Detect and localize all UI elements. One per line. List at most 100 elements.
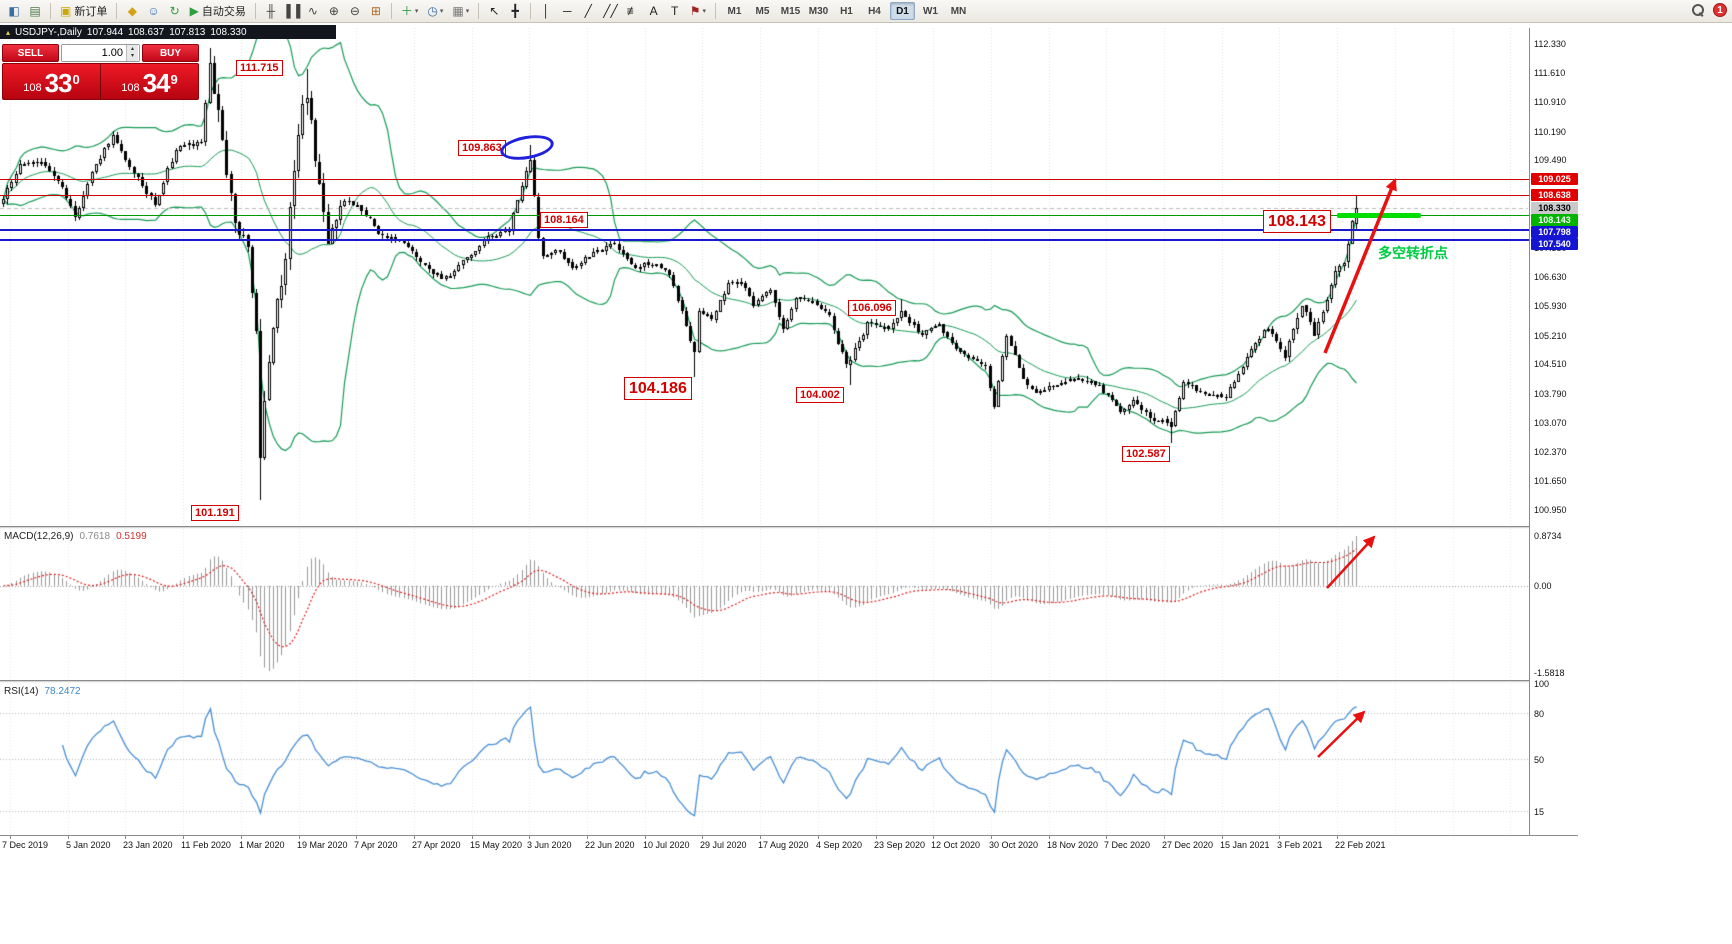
search-icon[interactable] <box>1692 3 1705 17</box>
hat-icon[interactable]: ◆ <box>122 2 142 21</box>
arrows-tool-icon-glyph: ⚑ <box>689 4 701 18</box>
timeframe-button-h4[interactable]: H4 <box>868 5 881 17</box>
rsi-panel-canvas[interactable] <box>0 683 1529 834</box>
toolbar-separator <box>530 3 532 19</box>
cursor-icon[interactable]: ↖ <box>484 2 504 21</box>
indicators-icon[interactable]: ＋ ▾ <box>397 2 423 21</box>
price-axis-label: 112.330 <box>1534 39 1566 49</box>
profiles-icon[interactable]: ▤ <box>25 2 45 21</box>
sell-price-display[interactable]: 108 33 0 <box>3 64 100 99</box>
macd-axis-max: 0.8734 <box>1534 531 1562 541</box>
fibonacci-icon[interactable]: ≢ <box>623 2 643 21</box>
date-axis-tick <box>991 835 992 839</box>
notification-badge[interactable]: 1 <box>1713 3 1727 17</box>
volume-field: ▴ ▾ <box>61 44 140 62</box>
price-callout-102-587[interactable]: 102.587 <box>1122 446 1170 462</box>
ask-big-digits: 34 <box>142 68 171 98</box>
zoom-out-icon[interactable]: ⊖ <box>345 2 365 21</box>
price-callout-108-164[interactable]: 108.164 <box>540 212 588 228</box>
new-order-button-label: 新订单 <box>74 6 108 18</box>
timeframe-button-m5[interactable]: M5 <box>755 5 770 17</box>
label-icon[interactable]: T <box>665 2 685 21</box>
price-callout-101-191[interactable]: 101.191 <box>191 505 239 521</box>
macd-axis-min: -1.5818 <box>1534 668 1565 678</box>
volume-input[interactable] <box>62 45 139 61</box>
price-tag-108-638: 108.638 <box>1531 189 1578 201</box>
date-axis-tick <box>1337 835 1338 839</box>
zoom-in-icon[interactable]: ⊕ <box>324 2 344 21</box>
bid-prefix: 108 <box>23 82 42 94</box>
panel-separator[interactable] <box>0 526 1529 529</box>
rsi-axis-level-80: 80 <box>1534 709 1545 719</box>
date-axis-tick <box>414 835 415 839</box>
timeframe-button-mn[interactable]: MN <box>950 5 967 17</box>
timeframe-button-w1[interactable]: W1 <box>922 5 938 17</box>
new-chart-icon-glyph: ◧ <box>8 4 20 18</box>
arrows-tool-icon[interactable]: ⚑ ▾ <box>686 2 710 21</box>
macd-panel-canvas[interactable] <box>0 529 1529 680</box>
templates-icon[interactable]: ▦ ▾ <box>448 2 473 21</box>
bar-chart-type-icon[interactable]: ╫ <box>261 2 281 21</box>
panel-separator[interactable] <box>0 680 1529 683</box>
templates-icon-dropdown[interactable]: ▾ <box>465 8 470 15</box>
indicators-icon-dropdown[interactable]: ▾ <box>414 8 419 15</box>
price-axis-label: 103.070 <box>1534 418 1567 429</box>
timeframe-button-m15[interactable]: M15 <box>780 5 801 17</box>
volume-increase-button[interactable]: ▴ <box>130 46 134 52</box>
trendline-icon[interactable]: ╱ <box>578 2 598 21</box>
volume-decrease-button[interactable]: ▾ <box>130 53 134 59</box>
candlestick-type-icon-glyph: ▌▐ <box>286 4 300 18</box>
periods-icon-dropdown[interactable]: ▾ <box>439 8 444 15</box>
ohlc-low-value: 107.813 <box>169 26 206 38</box>
horizontal-level-line[interactable] <box>0 229 1529 231</box>
macd-axis-zero: 0.00 <box>1534 581 1552 591</box>
price-axis-border <box>1529 28 1530 835</box>
price-callout-104-002[interactable]: 104.002 <box>796 387 844 403</box>
date-axis-tick <box>183 835 184 839</box>
buy-price-display[interactable]: 108 34 9 <box>101 64 198 99</box>
buy-button[interactable]: BUY <box>142 44 199 62</box>
price-tag-109-025: 109.025 <box>1531 173 1578 185</box>
horizontal-line-icon[interactable]: ─ <box>557 2 577 21</box>
date-axis-tick <box>241 835 242 839</box>
candlestick-type-icon[interactable]: ▌▐ <box>282 2 302 21</box>
fibonacci-icon-glyph: ≢ <box>626 4 639 18</box>
price-axis-label: 110.910 <box>1534 97 1566 108</box>
horizontal-level-line[interactable] <box>0 195 1529 196</box>
refresh-icon[interactable]: ↻ <box>165 2 185 21</box>
periods-icon[interactable]: ◷ ▾ <box>423 2 447 21</box>
timeframe-button-h1[interactable]: H1 <box>840 5 853 17</box>
date-axis-label: 29 Jul 2020 <box>700 840 747 850</box>
vertical-line-icon-glyph: │ <box>542 4 550 18</box>
text-icon[interactable]: A <box>644 2 664 21</box>
price-callout-108-143[interactable]: 108.143 <box>1263 210 1331 233</box>
price-axis-label: 105.930 <box>1534 301 1567 312</box>
sell-button[interactable]: SELL <box>2 44 59 62</box>
timeframe-button-m1[interactable]: M1 <box>727 5 742 17</box>
horizontal-level-line[interactable] <box>0 179 1529 180</box>
horizontal-level-line[interactable] <box>0 215 1529 216</box>
new-order-button[interactable]: ▣ 新订单 <box>56 2 111 21</box>
horizontal-level-line[interactable] <box>0 239 1529 241</box>
vertical-line-icon[interactable]: │ <box>536 2 556 21</box>
turning-point-note[interactable]: 多空转折点 <box>1378 245 1448 261</box>
timeframe-button-d1[interactable]: D1 <box>889 2 915 20</box>
main-chart-canvas[interactable] <box>0 28 1529 526</box>
arrows-tool-icon-dropdown[interactable]: ▾ <box>702 8 706 15</box>
auto-trading-button[interactable]: ▶ 自动交易 <box>186 2 250 21</box>
bid-big-digits: 33 <box>44 68 73 98</box>
tile-windows-icon[interactable]: ⊞ <box>366 2 386 21</box>
price-callout-106-096[interactable]: 106.096 <box>848 300 896 316</box>
price-callout-109-863[interactable]: 109.863 <box>458 140 506 156</box>
thick-support-line[interactable] <box>1337 213 1421 218</box>
user-icon[interactable]: ☺ <box>143 2 163 21</box>
price-callout-104-186[interactable]: 104.186 <box>624 377 692 400</box>
timeframe-button-m30[interactable]: M30 <box>808 5 829 17</box>
line-chart-type-icon[interactable]: ∿ <box>303 2 323 21</box>
rsi-axis-level-15: 15 <box>1534 807 1545 817</box>
crosshair-icon[interactable]: ╋ <box>505 2 525 21</box>
date-axis-tick <box>1279 835 1280 839</box>
price-callout-111-715[interactable]: 111.715 <box>236 60 283 76</box>
new-chart-icon[interactable]: ◧ <box>4 2 24 21</box>
channel-icon[interactable]: ╱╱ <box>599 2 621 21</box>
